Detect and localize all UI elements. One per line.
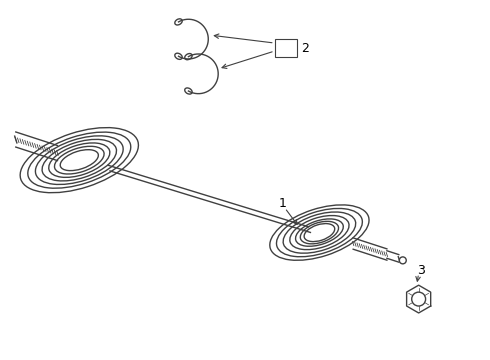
- Bar: [275, 39, 296, 57]
- Text: 3: 3: [416, 264, 424, 277]
- Polygon shape: [407, 285, 431, 313]
- Text: 2: 2: [301, 41, 310, 54]
- Text: 1: 1: [279, 197, 287, 210]
